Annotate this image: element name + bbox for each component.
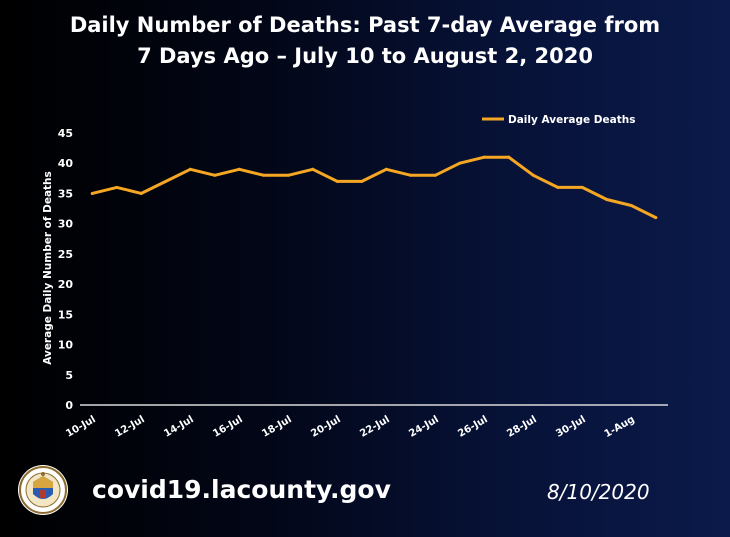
county-seal-icon — [18, 465, 68, 515]
x-tick-label: 26-Jul — [456, 414, 490, 440]
legend: Daily Average Deaths — [482, 114, 635, 126]
data-point — [115, 185, 119, 189]
x-tick-label: 10-Jul — [64, 414, 98, 440]
data-point — [580, 185, 584, 189]
y-axis-ticks: 0 5 10 15 20 25 30 35 40 45 — [58, 127, 74, 412]
x-tick-label: 28-Jul — [505, 414, 539, 440]
x-tick-label: 24-Jul — [407, 414, 441, 440]
x-tick-label: 1-Aug — [603, 414, 637, 440]
data-point — [654, 216, 658, 220]
x-tick-label: 12-Jul — [113, 414, 147, 440]
footer-url: covid19.lacounty.gov — [92, 475, 391, 504]
data-point — [605, 197, 609, 201]
data-point — [237, 167, 241, 171]
data-point — [262, 173, 266, 177]
y-tick-label: 10 — [58, 339, 74, 352]
data-point — [556, 185, 560, 189]
x-tick-label: 14-Jul — [162, 414, 196, 440]
y-tick-label: 5 — [65, 369, 73, 382]
x-tick-label: 30-Jul — [554, 414, 588, 440]
x-axis-ticks: 10-Jul 12-Jul 14-Jul 16-Jul 18-Jul 20-Jul 22-J… — [64, 414, 637, 440]
y-tick-label: 0 — [65, 399, 73, 412]
data-point — [458, 161, 462, 165]
data-point — [360, 179, 364, 183]
data-point — [433, 173, 437, 177]
y-tick-label: 15 — [58, 308, 73, 321]
series-line-daily-average-deaths — [90, 155, 658, 220]
data-point — [286, 173, 290, 177]
data-point — [507, 155, 511, 159]
legend-label: Daily Average Deaths — [508, 114, 635, 126]
y-tick-label: 40 — [58, 157, 74, 170]
data-point — [409, 173, 413, 177]
chart-title: Daily Number of Deaths: Past 7-day Avera… — [0, 10, 730, 72]
y-tick-label: 20 — [58, 278, 74, 291]
y-tick-label: 30 — [58, 218, 74, 231]
data-point — [482, 155, 486, 159]
x-tick-label: 20-Jul — [309, 414, 343, 440]
footer-date: 8/10/2020 — [547, 480, 650, 504]
y-tick-label: 35 — [58, 187, 73, 200]
chart-title-line-2: 7 Days Ago – July 10 to August 2, 2020 — [137, 44, 593, 68]
data-point — [164, 179, 168, 183]
data-point — [90, 191, 94, 195]
y-axis-label: Average Daily Number of Deaths — [42, 171, 54, 365]
data-point — [531, 173, 535, 177]
x-tick-label: 16-Jul — [211, 414, 245, 440]
data-point — [311, 167, 315, 171]
data-point — [629, 204, 633, 208]
x-tick-label: 22-Jul — [358, 414, 392, 440]
data-point — [213, 173, 217, 177]
data-point — [335, 179, 339, 183]
data-points — [90, 155, 658, 220]
y-tick-label: 25 — [58, 248, 73, 261]
chart-title-line-1: Daily Number of Deaths: Past 7-day Avera… — [69, 13, 661, 37]
data-point — [139, 191, 143, 195]
y-tick-label: 45 — [58, 127, 73, 140]
x-tick-label: 18-Jul — [260, 414, 294, 440]
data-point — [384, 167, 388, 171]
data-point — [188, 167, 192, 171]
